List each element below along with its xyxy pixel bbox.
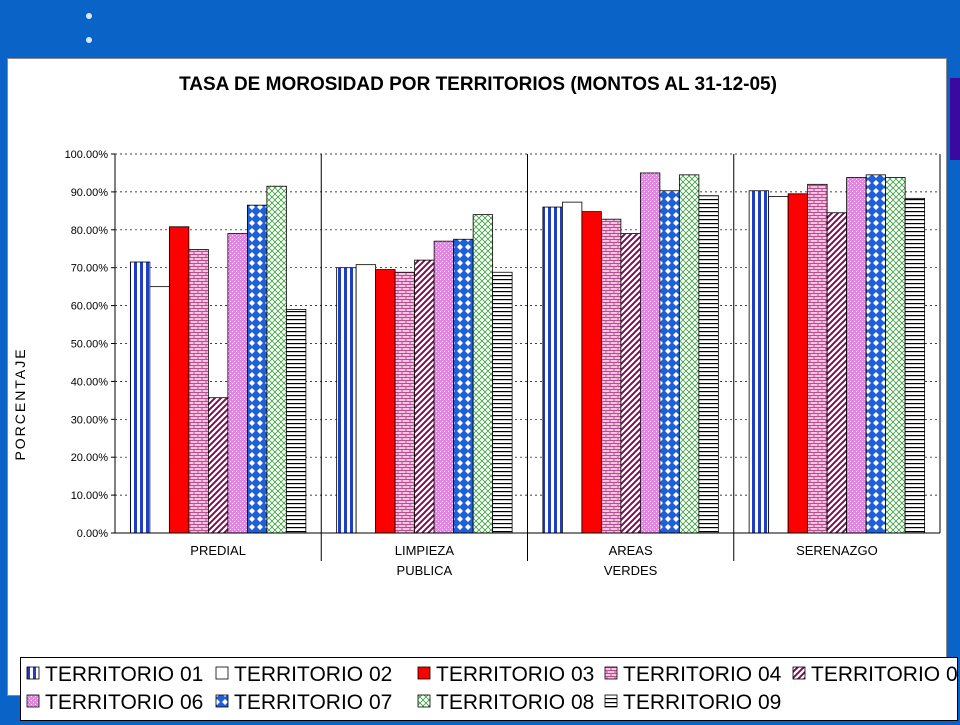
legend-swatch <box>215 666 229 680</box>
y-tick-label: 40.00% <box>71 376 109 388</box>
legend-label: TERRITORIO 02 <box>234 663 392 686</box>
x-category-label: PREDIAL <box>190 543 246 558</box>
bar <box>453 238 474 534</box>
legend-label: TERRITORIO 07 <box>234 691 392 714</box>
bar <box>542 206 563 534</box>
y-tick-label: 90.00% <box>71 187 109 199</box>
bar <box>885 177 906 534</box>
bar <box>678 174 700 534</box>
bar <box>285 308 307 534</box>
bar <box>227 233 248 534</box>
bar <box>600 218 622 534</box>
legend-label: TERRITORIO 08 <box>436 691 594 714</box>
legend-label: TERRITORIO 01 <box>45 663 203 686</box>
chart-title: TASA DE MOROSIDAD POR TERRITORIOS (MONTO… <box>179 74 777 95</box>
bar <box>129 261 151 534</box>
y-tick-label: 100.00% <box>65 149 109 161</box>
y-tick-label: 0.00% <box>77 528 108 540</box>
bar <box>581 211 602 534</box>
x-category-label: LIMPIEZA <box>395 543 455 558</box>
x-category-label: PUBLICA <box>397 563 453 578</box>
legend-swatch <box>604 666 618 680</box>
bar <box>394 271 416 534</box>
legend-swatch <box>417 666 431 680</box>
decor-dot <box>86 37 92 43</box>
bar <box>149 286 170 534</box>
legend-swatch <box>215 694 229 708</box>
y-tick-label: 50.00% <box>71 339 109 351</box>
bar <box>561 201 583 534</box>
chart: TASA DE MOROSIDAD POR TERRITORIOS (MONTO… <box>12 74 941 578</box>
bar <box>492 271 513 534</box>
legend-label: TERRITORIO 03 <box>436 663 594 686</box>
legend-swatch <box>604 694 618 708</box>
bar <box>865 174 887 534</box>
bar <box>207 397 229 534</box>
bar <box>375 269 396 534</box>
bar <box>246 204 268 534</box>
bar <box>807 183 828 534</box>
bar <box>188 249 209 534</box>
legend-label: TERRITORIO 09 <box>623 691 781 714</box>
x-category-label: AREAS <box>609 543 653 558</box>
legend: TERRITORIO 01 TERRITORIO 02 TERRITORIO 03 T… <box>20 657 960 721</box>
y-tick-label: 60.00% <box>71 301 109 313</box>
legend-swatch <box>26 694 40 708</box>
bar <box>414 259 435 534</box>
y-tick-label: 30.00% <box>71 414 109 426</box>
legend-swatch <box>417 694 431 708</box>
legend-label: TERRITORIO 06 <box>45 691 203 714</box>
bar <box>768 196 789 534</box>
bar <box>336 267 357 534</box>
bar <box>639 172 661 534</box>
bar <box>698 195 719 534</box>
legend-swatch <box>792 666 806 680</box>
decor-bar-right <box>950 78 960 160</box>
legend-label: TERRITORIO 04 <box>623 663 782 686</box>
legend-label: TERRITORIO 05 <box>811 663 957 686</box>
y-tick-label: 70.00% <box>71 263 109 275</box>
bar <box>433 240 455 534</box>
bar <box>472 214 494 534</box>
y-tick-label: 10.00% <box>71 490 109 502</box>
legend-swatch <box>26 666 40 680</box>
bar <box>846 177 867 534</box>
y-tick-label: 20.00% <box>71 452 109 464</box>
x-category-label: VERDES <box>604 563 658 578</box>
bar <box>355 264 377 534</box>
chart-panel: TASA DE MOROSIDAD POR TERRITORIOS (MONTO… <box>7 58 960 721</box>
bar <box>266 185 287 534</box>
bar <box>826 212 848 534</box>
decor-dot <box>86 13 92 19</box>
bar <box>620 233 641 534</box>
bar <box>168 226 190 534</box>
y-tick-label: 80.00% <box>71 225 109 237</box>
bar <box>904 197 926 534</box>
bar <box>748 190 770 534</box>
x-category-label: SERENAZGO <box>796 543 878 558</box>
y-axis-label: PORCENTAJE <box>12 347 28 460</box>
bar <box>659 190 680 534</box>
bar <box>787 193 809 534</box>
